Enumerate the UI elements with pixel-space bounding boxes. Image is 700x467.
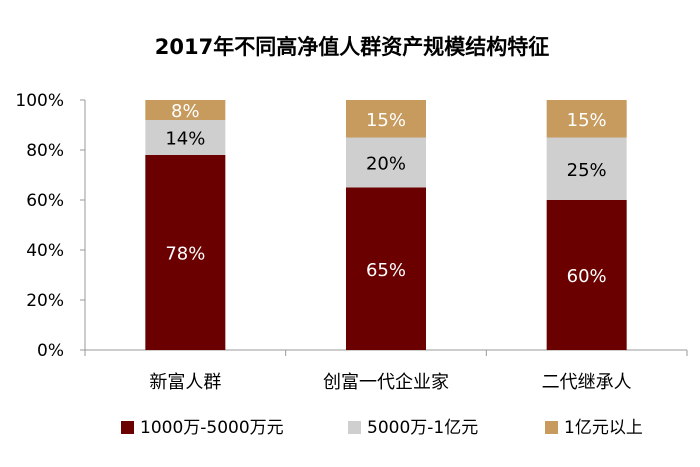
data-label: 65% [366,260,406,281]
legend-swatch [348,421,361,434]
data-label: 20% [366,154,406,175]
axes: 0% 20% 40% 60% 80% 100% 新富人群 创富一代企业家 二代继承人 [15,91,688,393]
bar-segment [145,155,226,350]
bar-segment [346,137,426,188]
bar-segment [346,100,426,138]
data-label: 60% [567,266,607,287]
x-category-label: 新富人群 [149,372,221,393]
data-label: 15% [366,110,406,131]
bar-segment [145,120,226,155]
y-tick-label: 40% [26,241,64,261]
bar-segment [546,200,627,350]
data-label: 15% [567,110,607,131]
data-label: 14% [165,129,205,150]
data-label: 8% [171,101,200,122]
x-category-label: 创富一代企业家 [323,372,449,393]
bar-segment [546,100,627,138]
legend-swatch [121,421,134,434]
x-category-label: 二代继承人 [542,372,632,393]
legend-swatch [545,421,558,434]
legend-label: 1000万-5000万元 [140,418,284,438]
data-label: 78% [165,244,205,265]
bars: 78% 14% 8% 65% 20% 15% 60% 25% 15% [145,100,627,350]
chart-title: 2017年不同高净值人群资产规模结构特征 [155,35,549,59]
legend-label: 5000万-1亿元 [367,418,478,438]
y-tick-label: 0% [37,341,64,361]
legend: 1000万-5000万元 5000万-1亿元 1亿元以上 [121,418,643,438]
y-tick-label: 100% [15,91,64,111]
bar-segment [145,100,226,120]
y-tick-label: 20% [26,291,64,311]
y-tick-label: 80% [26,141,64,161]
legend-label: 1亿元以上 [564,418,643,438]
y-tick-label: 60% [26,191,64,211]
data-label: 25% [567,160,607,181]
bar-segment [346,187,426,350]
bar-segment [546,137,627,200]
